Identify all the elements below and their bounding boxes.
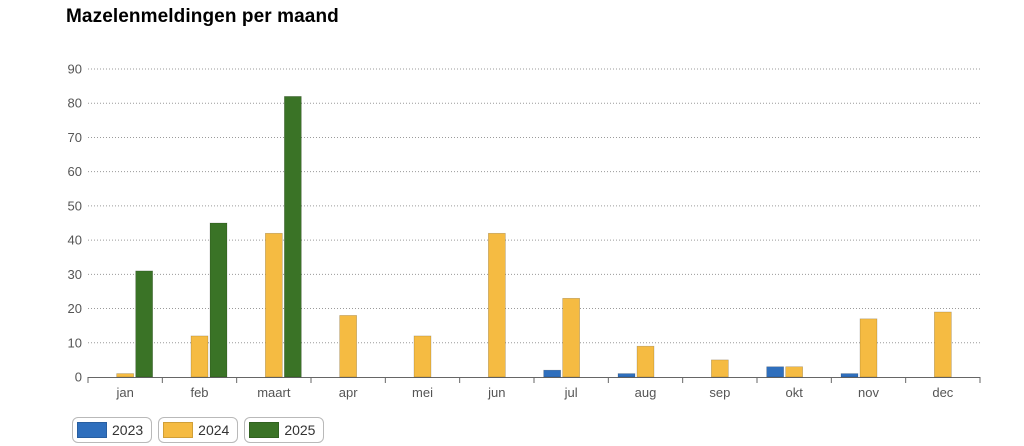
x-tick-label: aug	[635, 385, 657, 400]
legend-item-2025[interactable]: 2025	[244, 417, 325, 443]
bar-2024-apr	[339, 315, 357, 378]
x-tick-label: sep	[709, 385, 730, 400]
y-tick-label: 60	[68, 164, 82, 179]
bar-2024-jul	[562, 297, 580, 378]
bar-2024-jun	[488, 232, 506, 378]
x-tick-label: apr	[339, 385, 358, 400]
bar-2025-jan	[135, 270, 153, 378]
x-tick-label: mei	[412, 385, 433, 400]
x-tick-label: jun	[487, 385, 505, 400]
legend-swatch	[163, 422, 194, 438]
bar-2025-maart	[284, 96, 302, 378]
y-tick-label: 0	[75, 370, 82, 385]
bar-2024-sep	[711, 359, 729, 378]
legend-label: 2023	[112, 422, 144, 438]
bar-2024-nov	[859, 318, 878, 378]
x-tick-label: dec	[932, 385, 953, 400]
bar-2024-aug	[636, 345, 655, 378]
y-tick-label: 80	[68, 96, 82, 111]
legend-item-2023[interactable]: 2023	[72, 417, 153, 443]
chart-legend: 2023 2024 2025	[72, 417, 325, 443]
y-tick-label: 10	[68, 335, 82, 350]
legend-item-2024[interactable]: 2024	[158, 417, 239, 443]
x-tick-label: feb	[190, 385, 208, 400]
y-tick-label: 90	[68, 62, 82, 77]
bar-2024-feb	[190, 335, 209, 378]
bar-2024-maart	[265, 232, 283, 378]
x-tick-label: maart	[257, 385, 291, 400]
chart-title: Mazelenmeldingen per maand	[66, 6, 339, 27]
y-tick-label: 40	[68, 233, 82, 248]
y-tick-label: 30	[68, 267, 82, 282]
legend-swatch	[77, 422, 107, 438]
legend-label: 2024	[198, 422, 230, 438]
y-tick-label: 70	[68, 130, 82, 145]
y-tick-label: 20	[68, 301, 82, 316]
bar-2024-jan	[116, 373, 134, 378]
legend-label: 2025	[284, 422, 316, 438]
x-tick-label: nov	[858, 385, 879, 400]
x-tick-label: jul	[564, 385, 578, 400]
x-tick-label: okt	[785, 385, 803, 400]
legend-swatch	[249, 422, 280, 438]
bar-2024-okt	[785, 366, 803, 378]
bar-2024-mei	[413, 335, 432, 378]
bar-2024-dec	[934, 311, 952, 378]
bar-2023-nov	[840, 373, 859, 378]
bar-2023-aug	[617, 373, 636, 378]
bar-2023-jul	[543, 369, 561, 378]
x-tick-label: jan	[115, 385, 133, 400]
y-tick-label: 50	[68, 198, 82, 213]
bar-2023-okt	[766, 366, 784, 378]
bar-2025-feb	[209, 222, 228, 378]
